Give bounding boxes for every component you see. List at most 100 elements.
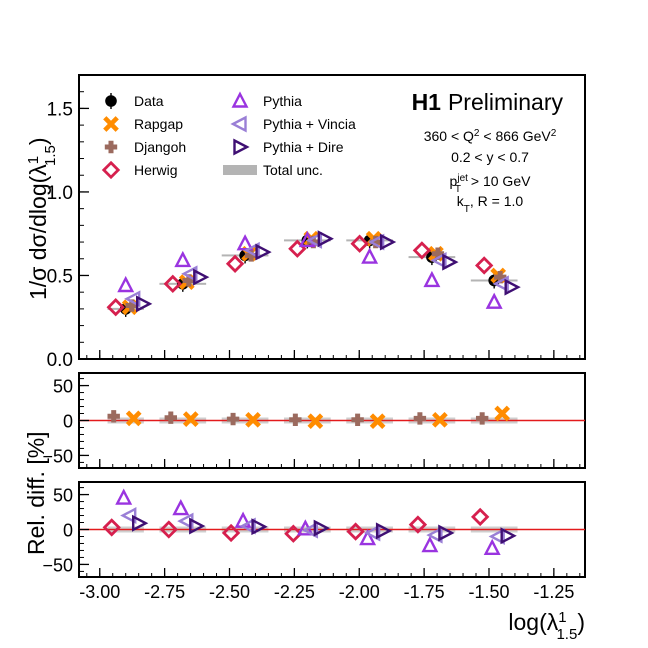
rapgap-point — [182, 411, 199, 427]
legend-marker-unc — [223, 165, 257, 175]
vincia-point — [368, 233, 385, 251]
y-tick-label: 0.0 — [47, 350, 73, 371]
vincia-point — [239, 517, 256, 535]
djangoh-point — [413, 412, 427, 425]
experiment-label: H1 Preliminary — [412, 89, 564, 115]
rapgap-point — [494, 405, 511, 422]
legend-marker-dire — [233, 138, 250, 156]
kinematic-cuts: 360 < Q2 < 866 GeV2 0.2 < y < 0.7 pjet T … — [424, 128, 557, 215]
dire-point — [193, 268, 210, 286]
legend-label: Pythia — [263, 93, 302, 109]
vincia-point — [492, 275, 509, 293]
herwig-point — [102, 518, 121, 537]
pythia-point — [174, 250, 192, 268]
herwig-point — [163, 274, 182, 294]
x-axis-label: log(λ1 1.5) — [508, 609, 585, 643]
legend-entry-pythia: Pythia — [231, 91, 302, 109]
pythia-point — [236, 234, 254, 251]
dire-point — [375, 522, 393, 540]
legend-entry-vincia: Pythia + Vincia — [230, 115, 356, 133]
pythia-point — [359, 528, 377, 546]
rapgap-point — [369, 413, 386, 430]
dire-point — [313, 519, 330, 537]
djangoh-point — [289, 413, 302, 427]
vincia-point — [430, 251, 447, 269]
pythia-point — [361, 247, 379, 264]
y-tick-label: 50 — [53, 377, 73, 397]
legend-label: Pythia + Dire — [263, 139, 344, 155]
legend-marker-djangoh — [104, 140, 118, 154]
dire-point — [251, 518, 268, 536]
vincia-point — [301, 521, 319, 539]
herwig-point — [474, 256, 494, 275]
x-tick-label: -2.50 — [209, 582, 250, 602]
y-tick-label: 50 — [53, 486, 73, 506]
x-tick-label: -2.75 — [144, 582, 185, 602]
dire-point — [132, 514, 149, 532]
herwig-point — [159, 520, 178, 539]
pythia-point — [172, 498, 190, 516]
legend-label: Pythia + Vincia — [263, 116, 356, 132]
dire-point — [504, 278, 521, 296]
legend-entry-data: Data — [105, 93, 164, 109]
legend-marker-rapgap — [103, 116, 119, 132]
dire-point — [500, 527, 517, 545]
djangoh-point — [107, 410, 120, 423]
cut-algorithm: kT, R = 1.0 — [457, 193, 524, 215]
rapgap-point — [245, 411, 261, 428]
legend-entry-djangoh: Djangoh — [104, 139, 186, 155]
dire-point — [438, 524, 455, 542]
vincia-point — [488, 528, 505, 545]
rapgap-point — [125, 410, 142, 427]
axes: 0.0 0.5 1.0 1.5 −50 0 50 −50 0 50 -3.00 -2.75 -2.50 -… — [42, 91, 581, 602]
cut-q2: 360 < Q2 < 866 GeV2 — [424, 128, 557, 145]
legend-marker-pythia — [231, 91, 249, 108]
uncertainty-layer — [107, 239, 518, 533]
herwig-point — [225, 254, 245, 273]
herwig-point — [412, 241, 432, 260]
pythia-point — [485, 292, 503, 309]
herwig-point — [350, 234, 369, 253]
cut-pt: pjet T > 10 GeV — [450, 173, 532, 195]
vincia-point — [181, 265, 198, 283]
legend-entry-dire: Pythia + Dire — [233, 138, 344, 156]
dire-point — [255, 243, 272, 261]
legend-marker-vincia — [230, 115, 247, 133]
x-tick-label: -1.75 — [404, 582, 445, 602]
x-tick-label: -1.50 — [468, 582, 509, 602]
reference-lines — [79, 419, 585, 531]
dire-point — [136, 295, 153, 313]
herwig-point — [284, 524, 303, 543]
reldiff-y-axis-label: Rel. diff. [%] — [23, 431, 49, 555]
dire-point — [442, 253, 459, 271]
pythia-point — [483, 538, 501, 556]
pythia-point — [117, 275, 135, 293]
y-tick-label: 1.5 — [47, 99, 73, 120]
legend-label: Herwig — [134, 162, 178, 178]
herwig-point — [470, 507, 490, 527]
herwig-point — [346, 522, 365, 541]
djangoh-point — [226, 412, 240, 426]
x-tick-label: -1.25 — [533, 582, 574, 602]
legend-entry-rapgap: Rapgap — [103, 116, 183, 132]
y-tick-label: 0 — [63, 412, 73, 432]
vincia-point — [120, 507, 137, 525]
dire-point — [189, 517, 206, 535]
legend-label: Rapgap — [134, 116, 183, 132]
vincia-point — [243, 241, 260, 259]
dire-point — [317, 230, 334, 248]
rapgap-point — [432, 411, 448, 428]
main-plot-frame — [78, 74, 586, 360]
legend-entry-herwig: Herwig — [101, 160, 178, 180]
vincia-point — [426, 526, 443, 544]
pythia-point — [115, 488, 133, 505]
x-tick-label: -2.25 — [274, 582, 315, 602]
djangoh-point — [164, 411, 177, 424]
legend-label: Data — [134, 93, 164, 109]
legend: Data Pythia Rapgap Pythia + Vincia Djangoh Py… — [101, 91, 356, 180]
rapgap-point — [307, 413, 324, 430]
legend-marker-herwig — [101, 160, 121, 180]
y-tick-label: 0 — [63, 521, 73, 541]
y-tick-label: −50 — [42, 446, 73, 466]
